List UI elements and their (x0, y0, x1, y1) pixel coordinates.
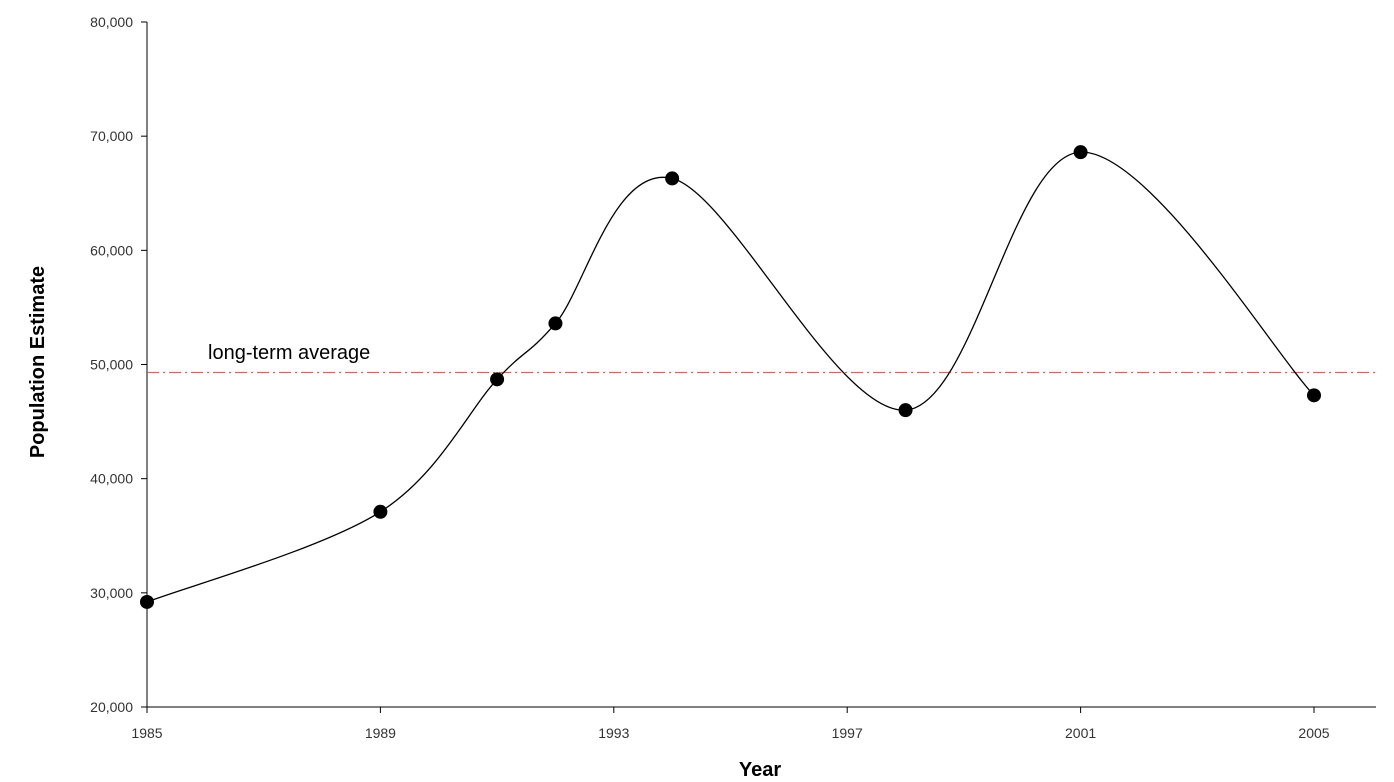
y-tick-label: 50,000 (90, 357, 133, 373)
y-tick-label: 20,000 (90, 699, 133, 715)
data-point (665, 171, 680, 186)
series-line (146, 151, 1315, 603)
x-tick-label: 1985 (131, 725, 162, 741)
series-group (140, 145, 1321, 609)
y-tick-label: 80,000 (90, 14, 133, 30)
x-tick-label: 2001 (1065, 725, 1096, 741)
x-tick-label: 1993 (598, 725, 629, 741)
x-axis-title: Year (739, 759, 781, 781)
x-tick-label: 1997 (832, 725, 863, 741)
reference-line-label: long-term average (208, 342, 370, 364)
data-point (373, 504, 388, 519)
y-tick-label: 70,000 (90, 128, 133, 144)
data-point (1073, 145, 1088, 160)
y-tick-label: 60,000 (90, 242, 133, 258)
data-point (490, 372, 505, 387)
data-point (548, 316, 563, 331)
x-tick-label: 1989 (365, 725, 396, 741)
data-point (140, 594, 154, 609)
y-tick-label: 40,000 (90, 471, 133, 487)
x-tick-label: 2005 (1298, 725, 1329, 741)
data-point (1307, 388, 1321, 403)
y-axis-title: Population Estimate (27, 266, 49, 458)
y-tick-label: 30,000 (90, 585, 133, 601)
axes: 20,000 30,000 40,000 50,000 60,000 70,000 80,0… (90, 14, 1376, 741)
labels-group: Population Estimate Year long-term avera… (27, 266, 781, 781)
data-point (898, 403, 913, 418)
